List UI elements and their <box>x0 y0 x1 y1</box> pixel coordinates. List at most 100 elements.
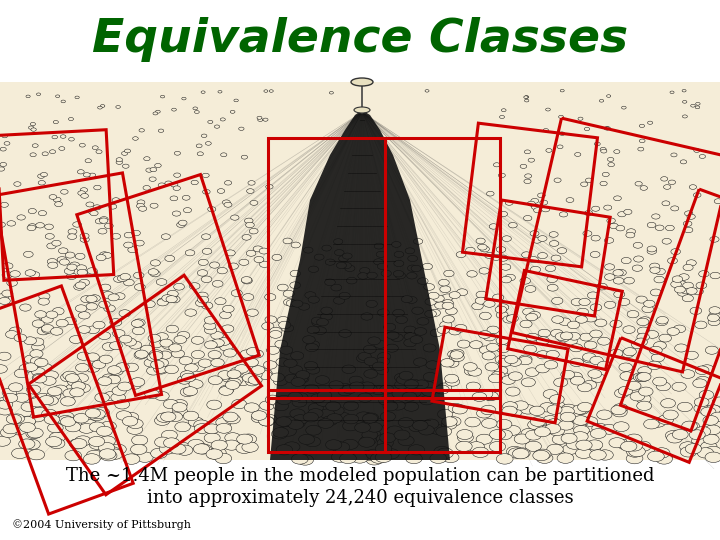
Ellipse shape <box>547 285 558 291</box>
Ellipse shape <box>449 353 462 361</box>
Ellipse shape <box>537 425 552 435</box>
Ellipse shape <box>220 312 231 319</box>
Ellipse shape <box>114 400 130 409</box>
Ellipse shape <box>312 319 324 327</box>
Ellipse shape <box>92 360 106 369</box>
Ellipse shape <box>111 393 125 402</box>
Ellipse shape <box>690 104 696 107</box>
Ellipse shape <box>102 374 116 383</box>
Ellipse shape <box>655 225 664 231</box>
Ellipse shape <box>505 274 516 281</box>
Ellipse shape <box>107 449 123 460</box>
Ellipse shape <box>48 387 62 396</box>
Ellipse shape <box>30 357 44 365</box>
Ellipse shape <box>61 100 66 103</box>
Ellipse shape <box>32 368 45 376</box>
Ellipse shape <box>709 307 720 314</box>
Ellipse shape <box>235 377 250 386</box>
Ellipse shape <box>551 329 563 337</box>
Ellipse shape <box>440 286 451 293</box>
Ellipse shape <box>575 316 588 323</box>
Ellipse shape <box>392 241 401 247</box>
Ellipse shape <box>183 387 197 396</box>
Ellipse shape <box>114 276 124 282</box>
Ellipse shape <box>245 358 258 367</box>
Ellipse shape <box>279 321 291 329</box>
Ellipse shape <box>70 335 82 343</box>
Ellipse shape <box>562 444 579 454</box>
Ellipse shape <box>333 442 350 453</box>
Ellipse shape <box>307 326 320 334</box>
Ellipse shape <box>624 210 632 214</box>
Ellipse shape <box>560 332 573 340</box>
Ellipse shape <box>205 141 211 145</box>
Ellipse shape <box>358 393 372 402</box>
Ellipse shape <box>546 444 563 455</box>
Ellipse shape <box>656 454 672 464</box>
Ellipse shape <box>122 416 138 426</box>
Ellipse shape <box>696 106 700 109</box>
Ellipse shape <box>397 375 410 384</box>
Ellipse shape <box>667 328 680 335</box>
Ellipse shape <box>157 299 168 306</box>
Ellipse shape <box>0 163 6 166</box>
Ellipse shape <box>659 334 672 342</box>
Ellipse shape <box>310 394 325 403</box>
Ellipse shape <box>505 387 520 396</box>
Ellipse shape <box>292 300 303 307</box>
Text: into approximately 24,240 equivalence classes: into approximately 24,240 equivalence cl… <box>147 489 573 507</box>
Ellipse shape <box>487 191 494 196</box>
Ellipse shape <box>604 301 616 308</box>
Ellipse shape <box>88 270 98 276</box>
Ellipse shape <box>680 442 696 452</box>
Ellipse shape <box>289 418 305 428</box>
Ellipse shape <box>42 152 48 156</box>
Ellipse shape <box>184 411 199 421</box>
Ellipse shape <box>680 160 687 164</box>
Ellipse shape <box>621 441 637 451</box>
Ellipse shape <box>355 423 370 433</box>
Ellipse shape <box>638 147 644 151</box>
Ellipse shape <box>501 276 511 283</box>
Ellipse shape <box>578 117 583 120</box>
Ellipse shape <box>530 231 539 236</box>
Ellipse shape <box>647 222 656 228</box>
Ellipse shape <box>263 118 268 122</box>
Ellipse shape <box>20 416 36 426</box>
Ellipse shape <box>375 452 392 462</box>
Ellipse shape <box>116 158 122 161</box>
Ellipse shape <box>451 353 464 362</box>
Ellipse shape <box>81 420 97 429</box>
Ellipse shape <box>334 249 344 255</box>
Ellipse shape <box>131 377 145 387</box>
Ellipse shape <box>428 292 439 299</box>
Ellipse shape <box>407 273 417 279</box>
Ellipse shape <box>318 418 333 428</box>
Ellipse shape <box>204 341 217 349</box>
Ellipse shape <box>150 260 161 266</box>
Ellipse shape <box>266 185 273 189</box>
Ellipse shape <box>99 355 112 363</box>
Ellipse shape <box>45 437 62 447</box>
Ellipse shape <box>86 450 103 461</box>
Ellipse shape <box>616 269 626 276</box>
Ellipse shape <box>634 256 644 262</box>
Ellipse shape <box>329 381 343 390</box>
Ellipse shape <box>330 442 347 452</box>
Ellipse shape <box>485 362 499 371</box>
Ellipse shape <box>308 403 323 413</box>
Ellipse shape <box>477 409 492 418</box>
Ellipse shape <box>127 419 143 429</box>
Ellipse shape <box>89 295 100 302</box>
Ellipse shape <box>547 405 562 414</box>
Ellipse shape <box>264 361 277 369</box>
Ellipse shape <box>135 284 145 291</box>
Ellipse shape <box>409 422 425 432</box>
Ellipse shape <box>538 235 547 241</box>
Ellipse shape <box>163 438 180 448</box>
Ellipse shape <box>294 393 308 402</box>
Ellipse shape <box>227 370 241 379</box>
Ellipse shape <box>405 248 415 254</box>
Ellipse shape <box>706 448 720 458</box>
Ellipse shape <box>408 445 425 455</box>
